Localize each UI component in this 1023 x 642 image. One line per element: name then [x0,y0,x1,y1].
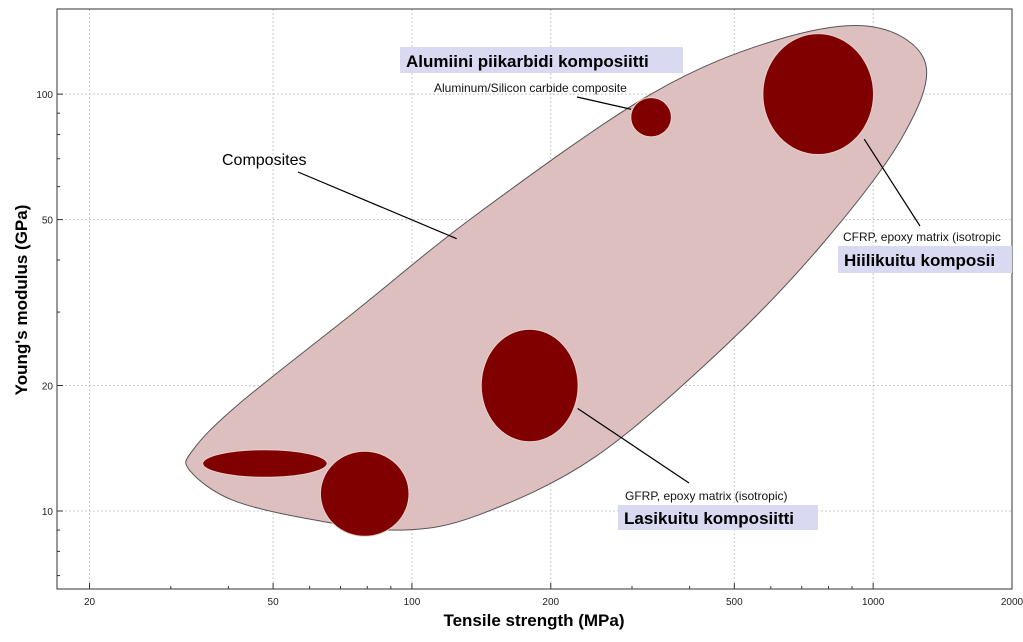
composites-label: Composites [222,152,306,169]
y-axis-title: Young's modulus (GPa) [12,205,31,396]
cfrp-title: Hiilikuitu komposii [844,251,995,270]
y-tick-labels: 10 20 50 100 [36,90,53,518]
cfrp-title-highlight [838,246,1012,273]
bubble-cfrp [762,33,875,156]
alsic-title: Alumiini piikarbidi komposiitti [406,52,649,71]
leader-alsic [576,96,632,110]
plot-frame [56,8,1013,590]
gfrp-title-highlight [618,505,818,530]
x-tick-label: 20 [84,597,96,608]
gfrp-title: Lasikuitu komposiitti [624,509,794,528]
x-tick-label: 1000 [862,597,885,608]
x-tick-label: 50 [268,597,280,608]
alsic-subtitle: Aluminum/Silicon carbide composite [434,81,627,95]
x-axis-title: Tensile strength (MPa) [443,611,624,630]
bubble-small-1 [319,450,410,537]
y-tick-label: 100 [36,90,53,101]
leader-cfrp [863,138,921,227]
leader-composites [297,171,457,240]
annotation-gfrp: GFRP, epoxy matrix (isotropic) Lasikuitu… [618,489,818,530]
bubble-gfrp [480,328,579,443]
gfrp-subtitle: GFRP, epoxy matrix (isotropic) [625,489,788,503]
bubble-alsic [630,97,672,138]
y-tick-label: 10 [42,507,54,518]
annotation-alsic: Alumiini piikarbidi komposiitti Aluminum… [400,47,683,95]
x-tick-label: 2000 [1001,597,1023,608]
annotation-composites: Composites [222,152,306,169]
y-tick-label: 50 [42,216,54,227]
x-tick-label: 100 [404,597,421,608]
alsic-title-highlight [400,47,683,73]
bubbles [202,33,875,537]
bubble-small-2 [202,449,328,478]
x-tick-label: 500 [726,597,743,608]
leader-lines [297,96,921,484]
y-tick-label: 20 [42,382,54,393]
annotation-cfrp: CFRP, epoxy matrix (isotropic Hiilikuitu… [838,230,1012,273]
x-tick-label: 200 [542,597,559,608]
composites-envelope [185,25,928,531]
x-tick-labels: 20 50 100 200 500 1000 2000 [84,597,1023,608]
cfrp-subtitle: CFRP, epoxy matrix (isotropic [843,230,1001,244]
leader-gfrp [577,408,690,484]
